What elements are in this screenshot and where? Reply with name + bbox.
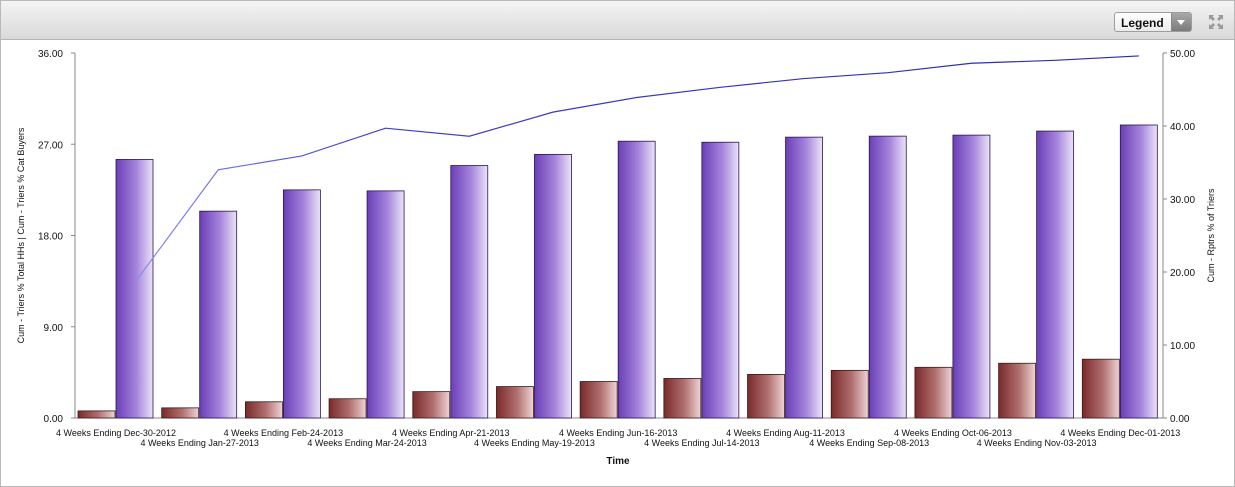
legend-dropdown[interactable]: Legend bbox=[1114, 12, 1192, 32]
bar-series-2 bbox=[1036, 130, 1075, 419]
x-tick-label: 4 Weeks Ending Oct-06-2013 bbox=[894, 428, 1012, 438]
bar-series-1 bbox=[161, 407, 200, 419]
left-tick-label: 0.00 bbox=[44, 414, 64, 425]
right-tick-label: 20.00 bbox=[1170, 268, 1195, 279]
x-tick-label: 4 Weeks Ending Aug-11-2013 bbox=[726, 428, 845, 438]
x-tick-label: 4 Weeks Ending Sep-08-2013 bbox=[809, 438, 929, 448]
bar-series-2 bbox=[868, 135, 907, 419]
bar-series-1 bbox=[496, 386, 534, 419]
bar-series-2 bbox=[199, 210, 238, 419]
bar-series-2 bbox=[282, 189, 321, 419]
right-tick-label: 50.00 bbox=[1170, 49, 1195, 60]
left-tick-label: 9.00 bbox=[44, 323, 64, 334]
right-tick-label: 30.00 bbox=[1170, 195, 1195, 206]
bar-series-2 bbox=[1119, 124, 1158, 419]
x-tick-label: 4 Weeks Ending Dec-01-2013 bbox=[1060, 428, 1180, 438]
bar-series-1 bbox=[244, 401, 283, 419]
left-tick-label: 18.00 bbox=[38, 232, 63, 243]
collapse-arrows-icon[interactable] bbox=[1208, 14, 1224, 30]
left-tick-label: 36.00 bbox=[38, 49, 63, 60]
left-tick-label: 27.00 bbox=[38, 140, 63, 151]
bar-series-1 bbox=[830, 369, 869, 419]
bar-series-1 bbox=[747, 374, 785, 419]
bar-series-1 bbox=[412, 391, 451, 419]
x-tick-label: 4 Weeks Ending Dec-30-2012 bbox=[56, 428, 176, 438]
y-right-axis-title: Cum - Rptrs % of Triers bbox=[1206, 188, 1216, 283]
legend-dropdown-label: Legend bbox=[1121, 16, 1164, 30]
right-tick-label: 40.00 bbox=[1170, 122, 1195, 133]
bar-series-2 bbox=[952, 134, 991, 419]
y-left-axis-title: Cum - Triers % Total HHs | Cum - Triers … bbox=[16, 127, 26, 343]
bar-series-2 bbox=[534, 153, 572, 419]
bar-series-2 bbox=[115, 159, 154, 419]
x-tick-label: 4 Weeks Ending May-19-2013 bbox=[474, 438, 595, 448]
right-tick-label: 0.00 bbox=[1170, 414, 1190, 425]
right-tick-label: 10.00 bbox=[1170, 341, 1195, 352]
combo-chart: 0.00 9.00 18.00 27.00 36.00 0.00 10.00 20.00 30.… bbox=[16, 49, 1216, 467]
x-tick-label: 4 Weeks Ending Jul-14-2013 bbox=[644, 438, 759, 448]
x-tick-label: 4 Weeks Ending Jun-16-2013 bbox=[559, 428, 677, 438]
chevron-down-icon[interactable] bbox=[1171, 13, 1191, 31]
bar-series-2 bbox=[701, 141, 740, 419]
x-tick-label: 4 Weeks Ending Feb-24-2013 bbox=[224, 428, 343, 438]
bar-series-1 bbox=[914, 366, 953, 419]
chart-toolbar: Legend bbox=[1, 1, 1234, 40]
bar-series-1 bbox=[998, 362, 1037, 419]
bar-series-1 bbox=[77, 410, 116, 419]
x-tick-label: 4 Weeks Ending Apr-21-2013 bbox=[392, 428, 509, 438]
x-tick-label: 4 Weeks Ending Mar-24-2013 bbox=[307, 438, 426, 448]
bar-series-2 bbox=[785, 136, 823, 419]
x-axis-title: Time bbox=[606, 456, 630, 467]
x-tick-label: 4 Weeks Ending Jan-27-2013 bbox=[140, 438, 258, 448]
bar-series-1 bbox=[1081, 358, 1120, 419]
bar-series-1 bbox=[663, 378, 702, 419]
bar-series-2 bbox=[450, 165, 489, 419]
bar-series-2 bbox=[617, 140, 656, 419]
x-tick-label: 4 Weeks Ending Nov-03-2013 bbox=[977, 438, 1097, 448]
bar-series-2 bbox=[366, 190, 405, 419]
bar-series-1 bbox=[328, 398, 367, 419]
bar-series-1 bbox=[579, 381, 618, 419]
